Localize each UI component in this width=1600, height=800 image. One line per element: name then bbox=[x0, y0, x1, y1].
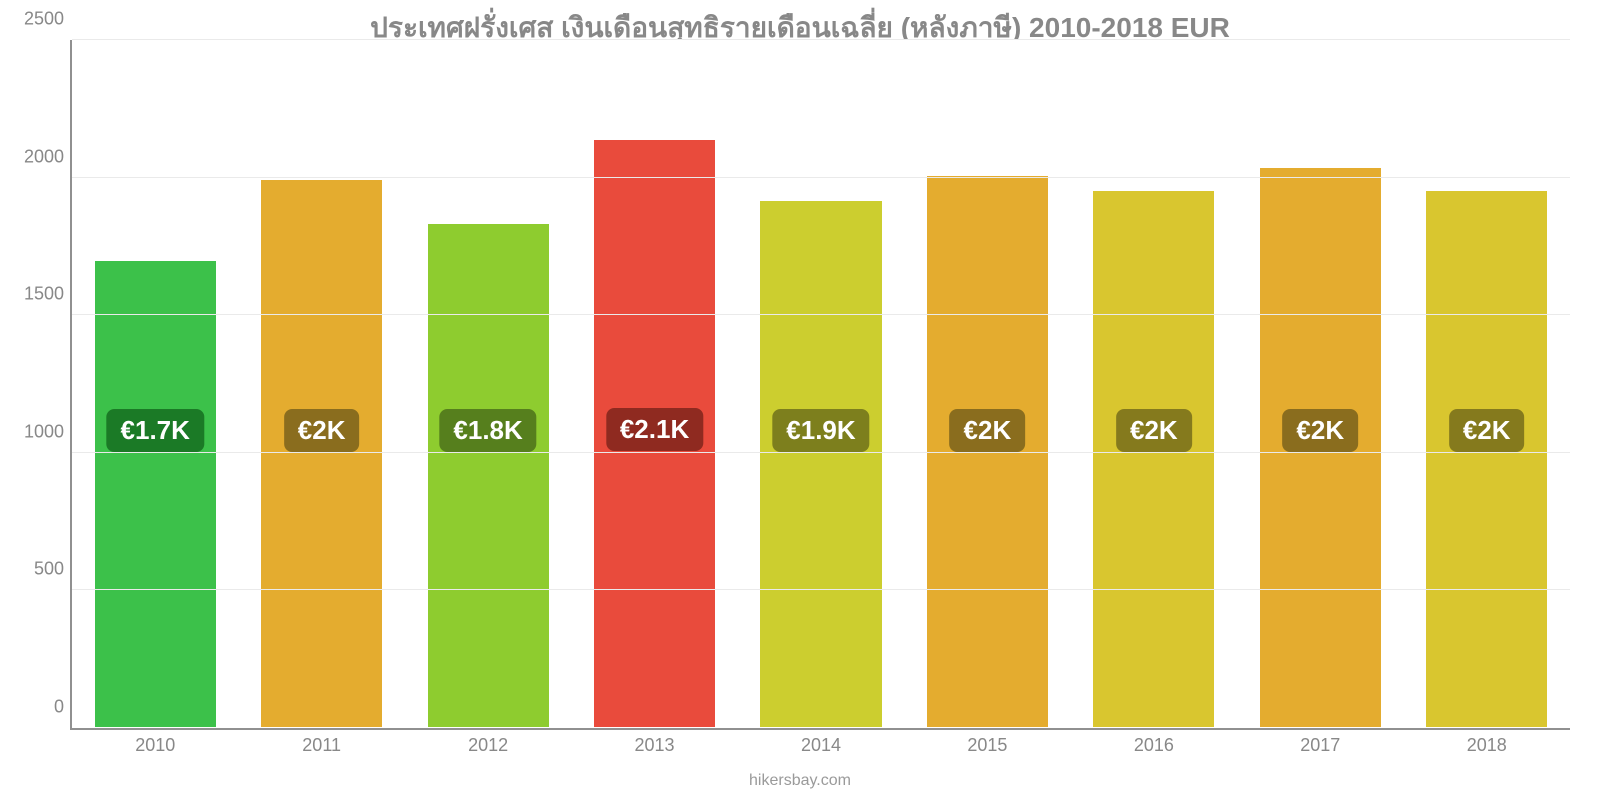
y-tick-label: 0 bbox=[12, 697, 64, 718]
y-tick-label: 1500 bbox=[12, 284, 64, 305]
x-tick-label: 2010 bbox=[135, 735, 175, 756]
attribution-text: hikersbay.com bbox=[0, 772, 1600, 790]
bar: €1.7K bbox=[94, 260, 217, 728]
bar-slot: €1.9K2014 bbox=[738, 40, 904, 728]
bar-slot: €2.1K2013 bbox=[571, 40, 737, 728]
bar-value-label: €2K bbox=[1282, 409, 1358, 452]
bars-group: €1.7K2010€2K2011€1.8K2012€2.1K2013€1.9K2… bbox=[72, 40, 1570, 728]
bar-value-label: €2K bbox=[284, 409, 360, 452]
plot-area: €1.7K2010€2K2011€1.8K2012€2.1K2013€1.9K2… bbox=[70, 40, 1570, 730]
x-tick-label: 2017 bbox=[1300, 735, 1340, 756]
x-tick-label: 2011 bbox=[302, 735, 341, 756]
x-tick-label: 2012 bbox=[468, 735, 508, 756]
gridline bbox=[72, 39, 1570, 40]
bar-slot: €2K2015 bbox=[904, 40, 1070, 728]
y-tick-label: 1000 bbox=[12, 421, 64, 442]
y-tick-label: 2500 bbox=[12, 9, 64, 30]
bar: €1.8K bbox=[427, 223, 550, 728]
x-tick-label: 2014 bbox=[801, 735, 841, 756]
bar: €2K bbox=[1425, 190, 1548, 728]
x-tick-label: 2015 bbox=[967, 735, 1007, 756]
bar-value-label: €2.1K bbox=[606, 408, 703, 451]
bar-slot: €2K2016 bbox=[1071, 40, 1237, 728]
y-tick-label: 2000 bbox=[12, 146, 64, 167]
gridline bbox=[72, 177, 1570, 178]
x-tick-label: 2018 bbox=[1467, 735, 1507, 756]
gridline bbox=[72, 314, 1570, 315]
bar-value-label: €2K bbox=[1116, 409, 1192, 452]
x-tick-label: 2016 bbox=[1134, 735, 1174, 756]
bar-value-label: €1.9K bbox=[772, 409, 869, 452]
y-tick-label: 500 bbox=[12, 559, 64, 580]
bar-slot: €1.7K2010 bbox=[72, 40, 238, 728]
bar-value-label: €1.7K bbox=[107, 409, 204, 452]
bar-slot: €2K2018 bbox=[1404, 40, 1570, 728]
chart-container: ประเทศฝรั่งเศส เงินเดือนสุทธิรายเดือนเฉล… bbox=[0, 0, 1600, 800]
bar-value-label: €2K bbox=[950, 409, 1026, 452]
bar: €2K bbox=[1092, 190, 1215, 728]
gridline bbox=[72, 589, 1570, 590]
bar: €2K bbox=[1259, 167, 1382, 728]
bar: €2.1K bbox=[593, 139, 716, 728]
bar-slot: €2K2011 bbox=[238, 40, 404, 728]
bar-value-label: €1.8K bbox=[439, 409, 536, 452]
bar-value-label: €2K bbox=[1449, 409, 1525, 452]
gridline bbox=[72, 452, 1570, 453]
bar-slot: €1.8K2012 bbox=[405, 40, 571, 728]
x-tick-label: 2013 bbox=[635, 735, 675, 756]
bar-slot: €2K2017 bbox=[1237, 40, 1403, 728]
bar: €1.9K bbox=[759, 200, 882, 728]
bar: €2K bbox=[260, 179, 383, 728]
